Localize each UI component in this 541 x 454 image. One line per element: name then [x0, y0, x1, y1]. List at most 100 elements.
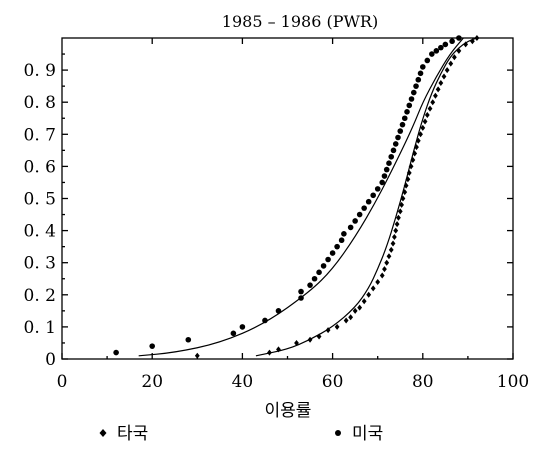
point-series-1: [424, 112, 430, 119]
point-series-1: [366, 291, 372, 298]
point-series-1: [408, 163, 414, 170]
point-series-1: [382, 266, 387, 273]
point-series-1: [451, 54, 457, 61]
fitted-curve-1: [255, 37, 478, 357]
y-tick-label: 0. 7: [24, 125, 56, 145]
point-series-2: [424, 57, 431, 64]
legend-marker-1: [99, 429, 107, 437]
point-series-1: [448, 60, 454, 67]
point-series-2: [316, 269, 322, 276]
point-series-2: [395, 134, 401, 141]
point-series-2: [433, 48, 440, 54]
chart-title: 1985 – 1986 (PWR): [222, 12, 378, 31]
point-series-2: [438, 44, 444, 51]
point-series-2: [456, 35, 462, 41]
x-axis-label: 이용률: [265, 401, 312, 421]
point-series-1: [405, 176, 411, 183]
point-series-2: [361, 205, 367, 211]
point-series-1: [420, 124, 426, 131]
point-series-1: [194, 352, 200, 359]
point-series-2: [374, 186, 381, 192]
point-series-1: [307, 336, 313, 343]
x-tick-label: 80: [412, 372, 434, 392]
point-series-2: [404, 109, 410, 115]
point-series-1: [456, 47, 462, 54]
point-series-2: [338, 237, 345, 244]
point-series-1: [388, 246, 394, 253]
point-series-2: [392, 141, 399, 147]
point-series-1: [348, 314, 354, 321]
point-series-2: [341, 231, 347, 237]
point-series-2: [397, 128, 404, 134]
point-series-1: [325, 327, 331, 334]
point-series-2: [408, 96, 415, 102]
y-tick-label: 0. 2: [24, 286, 56, 306]
y-tick-label: 0. 9: [24, 61, 56, 81]
fitted-curve-2: [138, 37, 464, 357]
point-series-1: [438, 79, 444, 86]
point-series-1: [397, 208, 403, 215]
point-series-2: [311, 275, 318, 282]
point-series-2: [230, 330, 237, 337]
point-series-2: [185, 336, 192, 343]
point-series-1: [400, 195, 406, 202]
point-series-1: [470, 38, 475, 45]
x-tick-label: 40: [232, 372, 254, 392]
point-series-2: [149, 343, 155, 349]
point-series-2: [399, 121, 406, 128]
point-series-2: [329, 250, 336, 256]
point-series-1: [391, 234, 397, 241]
point-series-1: [427, 105, 433, 112]
point-series-1: [394, 221, 400, 228]
point-series-2: [365, 198, 372, 205]
point-series-1: [384, 259, 390, 266]
point-series-2: [449, 38, 455, 45]
legend: 타국 미국: [99, 424, 383, 444]
point-series-1: [410, 156, 416, 163]
point-series-1: [343, 317, 349, 324]
point-series-2: [347, 224, 354, 231]
point-series-1: [370, 285, 376, 292]
point-series-1: [375, 278, 381, 285]
point-series-1: [316, 333, 322, 340]
point-series-1: [422, 118, 428, 125]
point-series-1: [393, 227, 399, 234]
point-series-1: [463, 41, 469, 48]
point-series-2: [370, 192, 376, 199]
y-tick-label: 0. 3: [24, 254, 56, 274]
point-series-1: [444, 67, 450, 74]
point-series-2: [415, 76, 422, 83]
point-series-1: [402, 189, 408, 196]
point-series-2: [390, 147, 397, 154]
point-series-1: [361, 298, 367, 305]
y-tick-label: 0: [45, 350, 56, 370]
axes: 0 20 40 60 80 100 0 0. 1 0. 2 0. 3 0. 4 0. 5 0. 6 0. …: [24, 37, 529, 392]
point-series-2: [417, 70, 424, 77]
x-tick-label: 60: [322, 372, 344, 392]
point-series-2: [442, 41, 449, 48]
point-series-2: [410, 89, 417, 96]
point-series-2: [334, 243, 340, 250]
point-series-2: [406, 102, 413, 109]
y-tick-label: 0. 6: [24, 157, 56, 177]
point-series-1: [352, 307, 358, 314]
point-series-2: [262, 317, 268, 324]
point-series-2: [320, 263, 327, 269]
point-series-2: [383, 166, 390, 173]
point-series-2: [352, 218, 358, 224]
point-series-1: [294, 339, 299, 346]
point-series-1: [379, 272, 385, 279]
point-series-1: [418, 131, 423, 138]
point-series-2: [413, 83, 419, 89]
point-series-1: [406, 169, 412, 176]
legend-marker-2: [335, 430, 341, 436]
data-points: [113, 35, 480, 359]
point-series-1: [414, 144, 419, 151]
point-series-2: [298, 295, 304, 301]
point-series-2: [388, 153, 395, 160]
point-series-1: [430, 99, 436, 106]
x-tick-label: 100: [497, 372, 529, 392]
point-series-2: [420, 64, 426, 70]
y-tick-label: 0. 5: [24, 190, 56, 210]
